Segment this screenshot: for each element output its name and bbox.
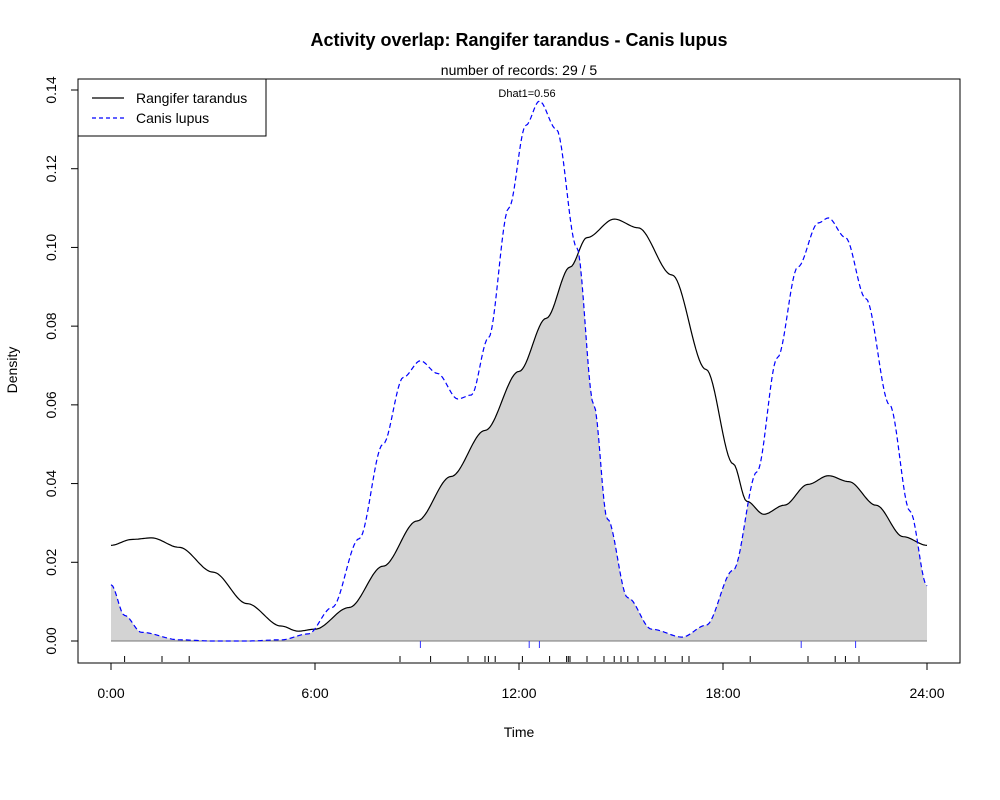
y-tick-label: 0.06 [43,391,59,418]
x-tick-label: 24:00 [909,685,944,701]
legend-box [77,78,267,137]
x-tick-label: 0:00 [97,685,124,701]
y-tick-label: 0.02 [43,548,59,575]
y-tick-label: 0.14 [43,76,59,103]
y-tick-label: 0.00 [43,627,59,654]
y-tick-label: 0.04 [43,470,59,497]
legend-label-rangifer: Rangifer tarandus [136,90,247,106]
y-tick-label: 0.10 [43,234,59,261]
overlap-area [111,252,927,642]
legend-label-canis: Canis lupus [136,110,209,126]
legend: Rangifer tarandus Canis lupus [77,78,267,137]
overlap-area-layer [111,252,927,642]
rug-layer [124,641,860,662]
y-axis: 0.00 0.02 0.04 0.06 0.08 0.10 0.12 0.14 [43,76,79,655]
y-axis-label: Density [4,347,20,394]
density-line-rangifer [110,218,928,632]
dhat-annotation: Dhat1=0.56 [498,88,555,100]
x-tick-label: 12:00 [501,685,536,701]
x-tick-label: 18:00 [705,685,740,701]
density-lines-layer [110,100,928,642]
x-axis: 0:00 6:00 12:00 18:00 24:00 [97,662,945,701]
x-axis-label: Time [504,724,535,740]
y-tick-label: 0.08 [43,312,59,339]
x-tick-label: 6:00 [301,685,328,701]
chart-title: Activity overlap: Rangifer tarandus - Ca… [310,30,727,50]
density-line-canis [110,100,928,642]
chart-subtitle: number of records: 29 / 5 [441,62,598,78]
y-tick-label: 0.12 [43,155,59,182]
